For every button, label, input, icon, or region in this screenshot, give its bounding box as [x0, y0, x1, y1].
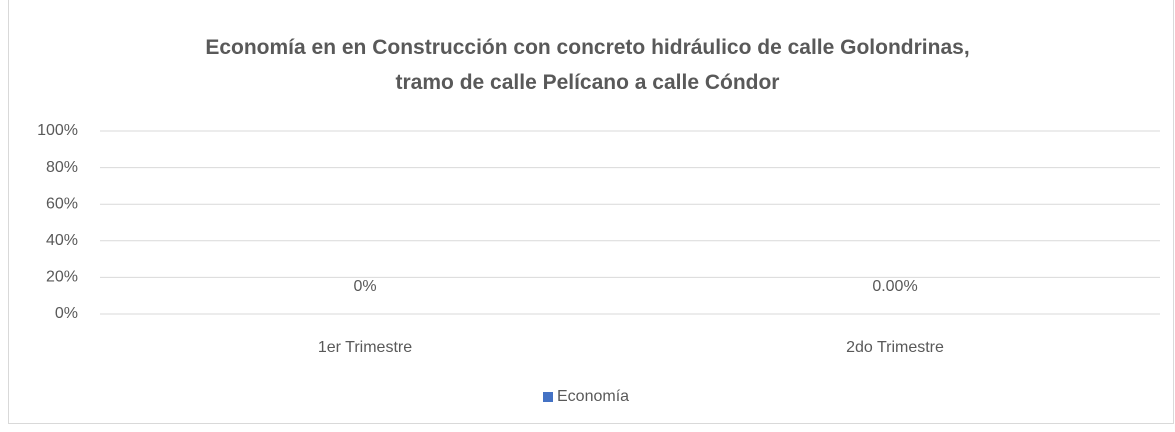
x-tick-label: 1er Trimestre — [318, 339, 412, 356]
y-tick-label: 0% — [55, 305, 78, 322]
x-tick-label: 2do Trimestre — [846, 339, 944, 356]
y-tick-label: 100% — [37, 122, 78, 139]
legend-label: Economía — [557, 388, 629, 405]
y-tick-label: 60% — [46, 195, 78, 212]
data-label: 0.00% — [872, 278, 917, 295]
chart-frame — [8, 0, 1174, 424]
data-label: 0% — [353, 278, 376, 295]
y-tick-label: 80% — [46, 159, 78, 176]
legend-swatch — [543, 392, 553, 402]
y-tick-label: 40% — [46, 232, 78, 249]
y-tick-label: 20% — [46, 269, 78, 286]
chart-title: Economía en en Construcción con concreto… — [205, 36, 970, 94]
